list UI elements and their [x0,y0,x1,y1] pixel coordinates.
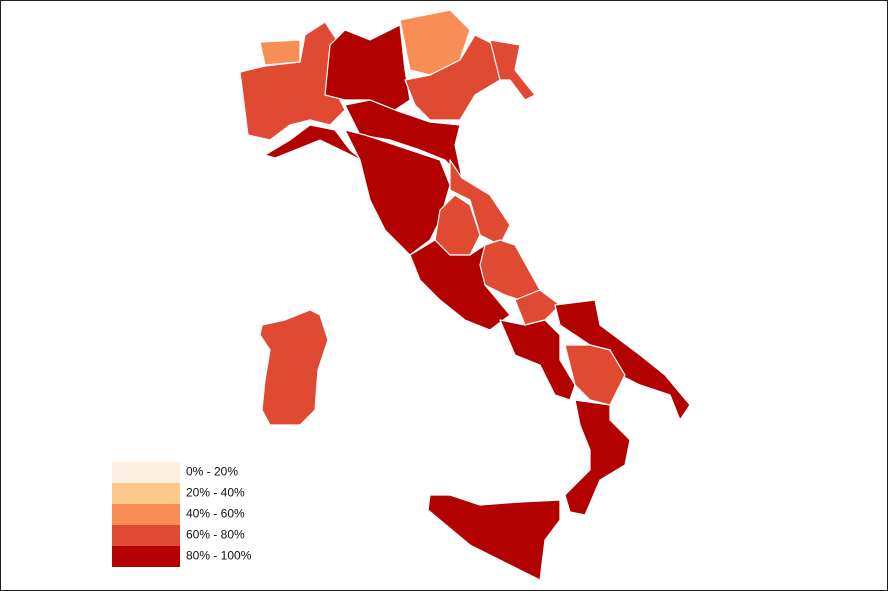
region [564,344,626,406]
region [489,39,536,101]
legend-swatch [112,504,180,525]
italy-map [239,9,691,581]
legend-label: 40% - 60% [186,507,245,521]
region [344,99,463,179]
legend-label: 20% - 40% [186,486,245,500]
legend-swatch [112,546,180,567]
legend: 0% - 20% 20% - 40% 40% - 60% 60% - 80% 80% -… [112,462,252,567]
legend-label: 60% - 80% [186,528,245,542]
legend-label: 80% - 100% [186,549,252,563]
region [427,494,561,581]
region [259,309,329,426]
region [259,39,301,66]
legend-label: 0% - 20% [186,465,238,479]
region [344,129,451,256]
region [514,289,561,326]
legend-swatch [112,483,180,504]
region [554,299,691,421]
region [324,24,411,111]
legend-swatch [112,462,180,483]
region [564,399,631,516]
legend-swatch [112,525,180,546]
